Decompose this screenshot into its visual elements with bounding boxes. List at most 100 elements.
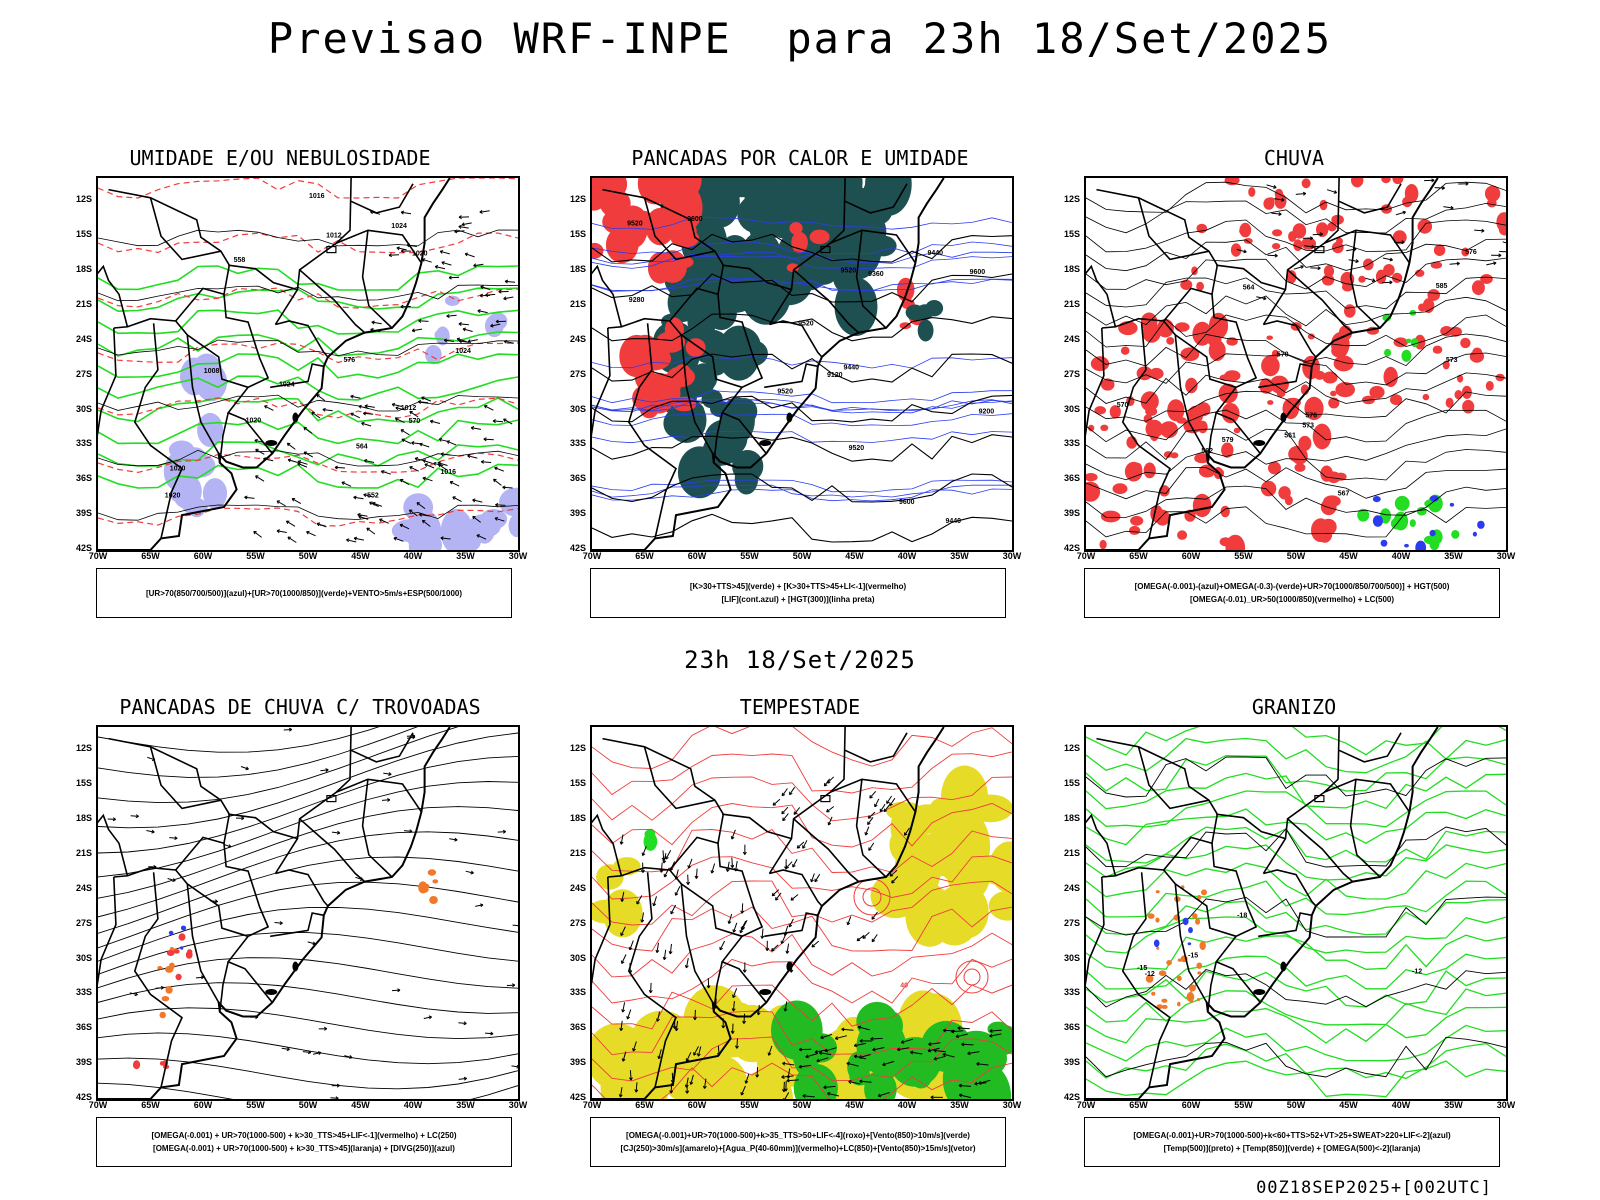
rain-area [1323,495,1341,508]
omega500-area [1161,998,1168,1003]
wind-vector [783,1081,788,1092]
country-state-border [1349,230,1381,329]
omega500-area [1156,946,1160,950]
wind-vector [771,889,780,897]
wind-vector [674,1020,679,1032]
streamline-arrow [130,814,139,819]
streamline-arrow [1302,236,1314,241]
wind-vector [871,911,878,920]
thickness-contour [98,452,518,474]
longitude-tick-label: 65W [1129,551,1148,561]
wind-vector [933,1055,946,1061]
latitude-tick-label: 27S [1063,368,1080,379]
lake [265,989,278,996]
contour-label: 9520 [841,268,857,275]
rain-area [1381,204,1392,214]
hail-area [1187,942,1192,946]
wind-vector [503,418,513,425]
wind-vector [311,411,321,419]
rain-area [1219,374,1230,381]
rain-area [1432,345,1443,354]
country-state-border [1211,843,1261,1004]
storm-area-orange [423,883,430,889]
temp850-contour [1086,844,1506,881]
instability-area [705,295,737,331]
country-state-border [1287,818,1354,883]
omega500-area [1151,991,1156,996]
contour-label: 564 [356,443,368,450]
rain-area [1170,452,1179,459]
country-state-border [274,178,352,325]
wind-vector [974,1081,987,1086]
lc850-streamline [592,855,1012,900]
contour-label: 1016 [441,469,457,476]
temp500-contour [1086,968,1506,1008]
federal-district [1314,245,1325,254]
wind-vector [730,857,735,868]
wind-vector [816,1057,829,1063]
wind-vector [772,798,781,806]
lake [1253,989,1266,996]
humidity-area [508,514,518,538]
wind-vector [771,944,779,952]
rain-area [1100,510,1121,523]
instability-area [690,363,718,393]
rain-area [1086,481,1101,502]
country-state-border [1338,183,1402,214]
wind-vector [783,1092,790,1099]
rain-area [1440,326,1453,337]
wind-vector [904,827,910,836]
wind-vector [424,463,435,469]
rain-area [1198,404,1210,413]
latitude-tick-label: 15S [75,229,92,240]
contour-label: 1016 [309,193,325,200]
wind-vector [388,253,400,258]
contour-label: 9520 [798,321,814,328]
instability-area [732,178,753,193]
hgt300-contour [592,273,1012,303]
streamline [98,1007,518,1040]
streamline-arrow [1434,185,1445,190]
wind-vector [454,229,465,234]
longitude-tick-label: 70W [88,1100,108,1110]
contour-label: 570 [1277,352,1289,359]
streamline-arrow [1382,280,1393,285]
rain-area [1130,515,1144,526]
country-state-border [275,320,329,358]
longitude-tick-label: 30W [1002,1100,1022,1110]
wind-vector [621,1002,626,1013]
latitude-tick-label: 33S [1063,438,1080,449]
rain-area [1487,198,1497,208]
omega500-area [1155,890,1160,894]
wind-vector [853,1042,867,1048]
storm-area-blue [180,925,187,931]
country-state-border [1324,778,1411,813]
country-state-border [228,813,298,840]
humidity-area [403,493,434,522]
instability-area [741,231,781,271]
country-state-border [133,872,183,1088]
latitude-tick-label: 36S [75,1022,92,1033]
rain-area [1272,229,1283,237]
latitude-tick-label: 15S [1063,778,1080,789]
lake [265,440,278,447]
longitude-tick-label: 40W [897,1100,917,1110]
wind-vector [879,803,886,813]
country-state-border [1263,320,1317,358]
instability-area [701,389,723,409]
hgt300-contour [592,233,1012,263]
wind-vector [409,466,419,472]
contour-label: 579 [1222,437,1234,444]
rain-area [1317,525,1333,543]
wind-vector [490,323,501,328]
wind-vector [619,1020,624,1032]
wind-vector [393,536,404,542]
wind-vector [394,417,405,424]
rain-area-blue [1372,496,1381,503]
rain-area [1285,397,1301,408]
country-state-border [350,183,414,214]
rain-area [1314,370,1326,380]
rain-area [1155,509,1170,526]
streamline [98,727,418,778]
wind-vector [253,530,262,538]
